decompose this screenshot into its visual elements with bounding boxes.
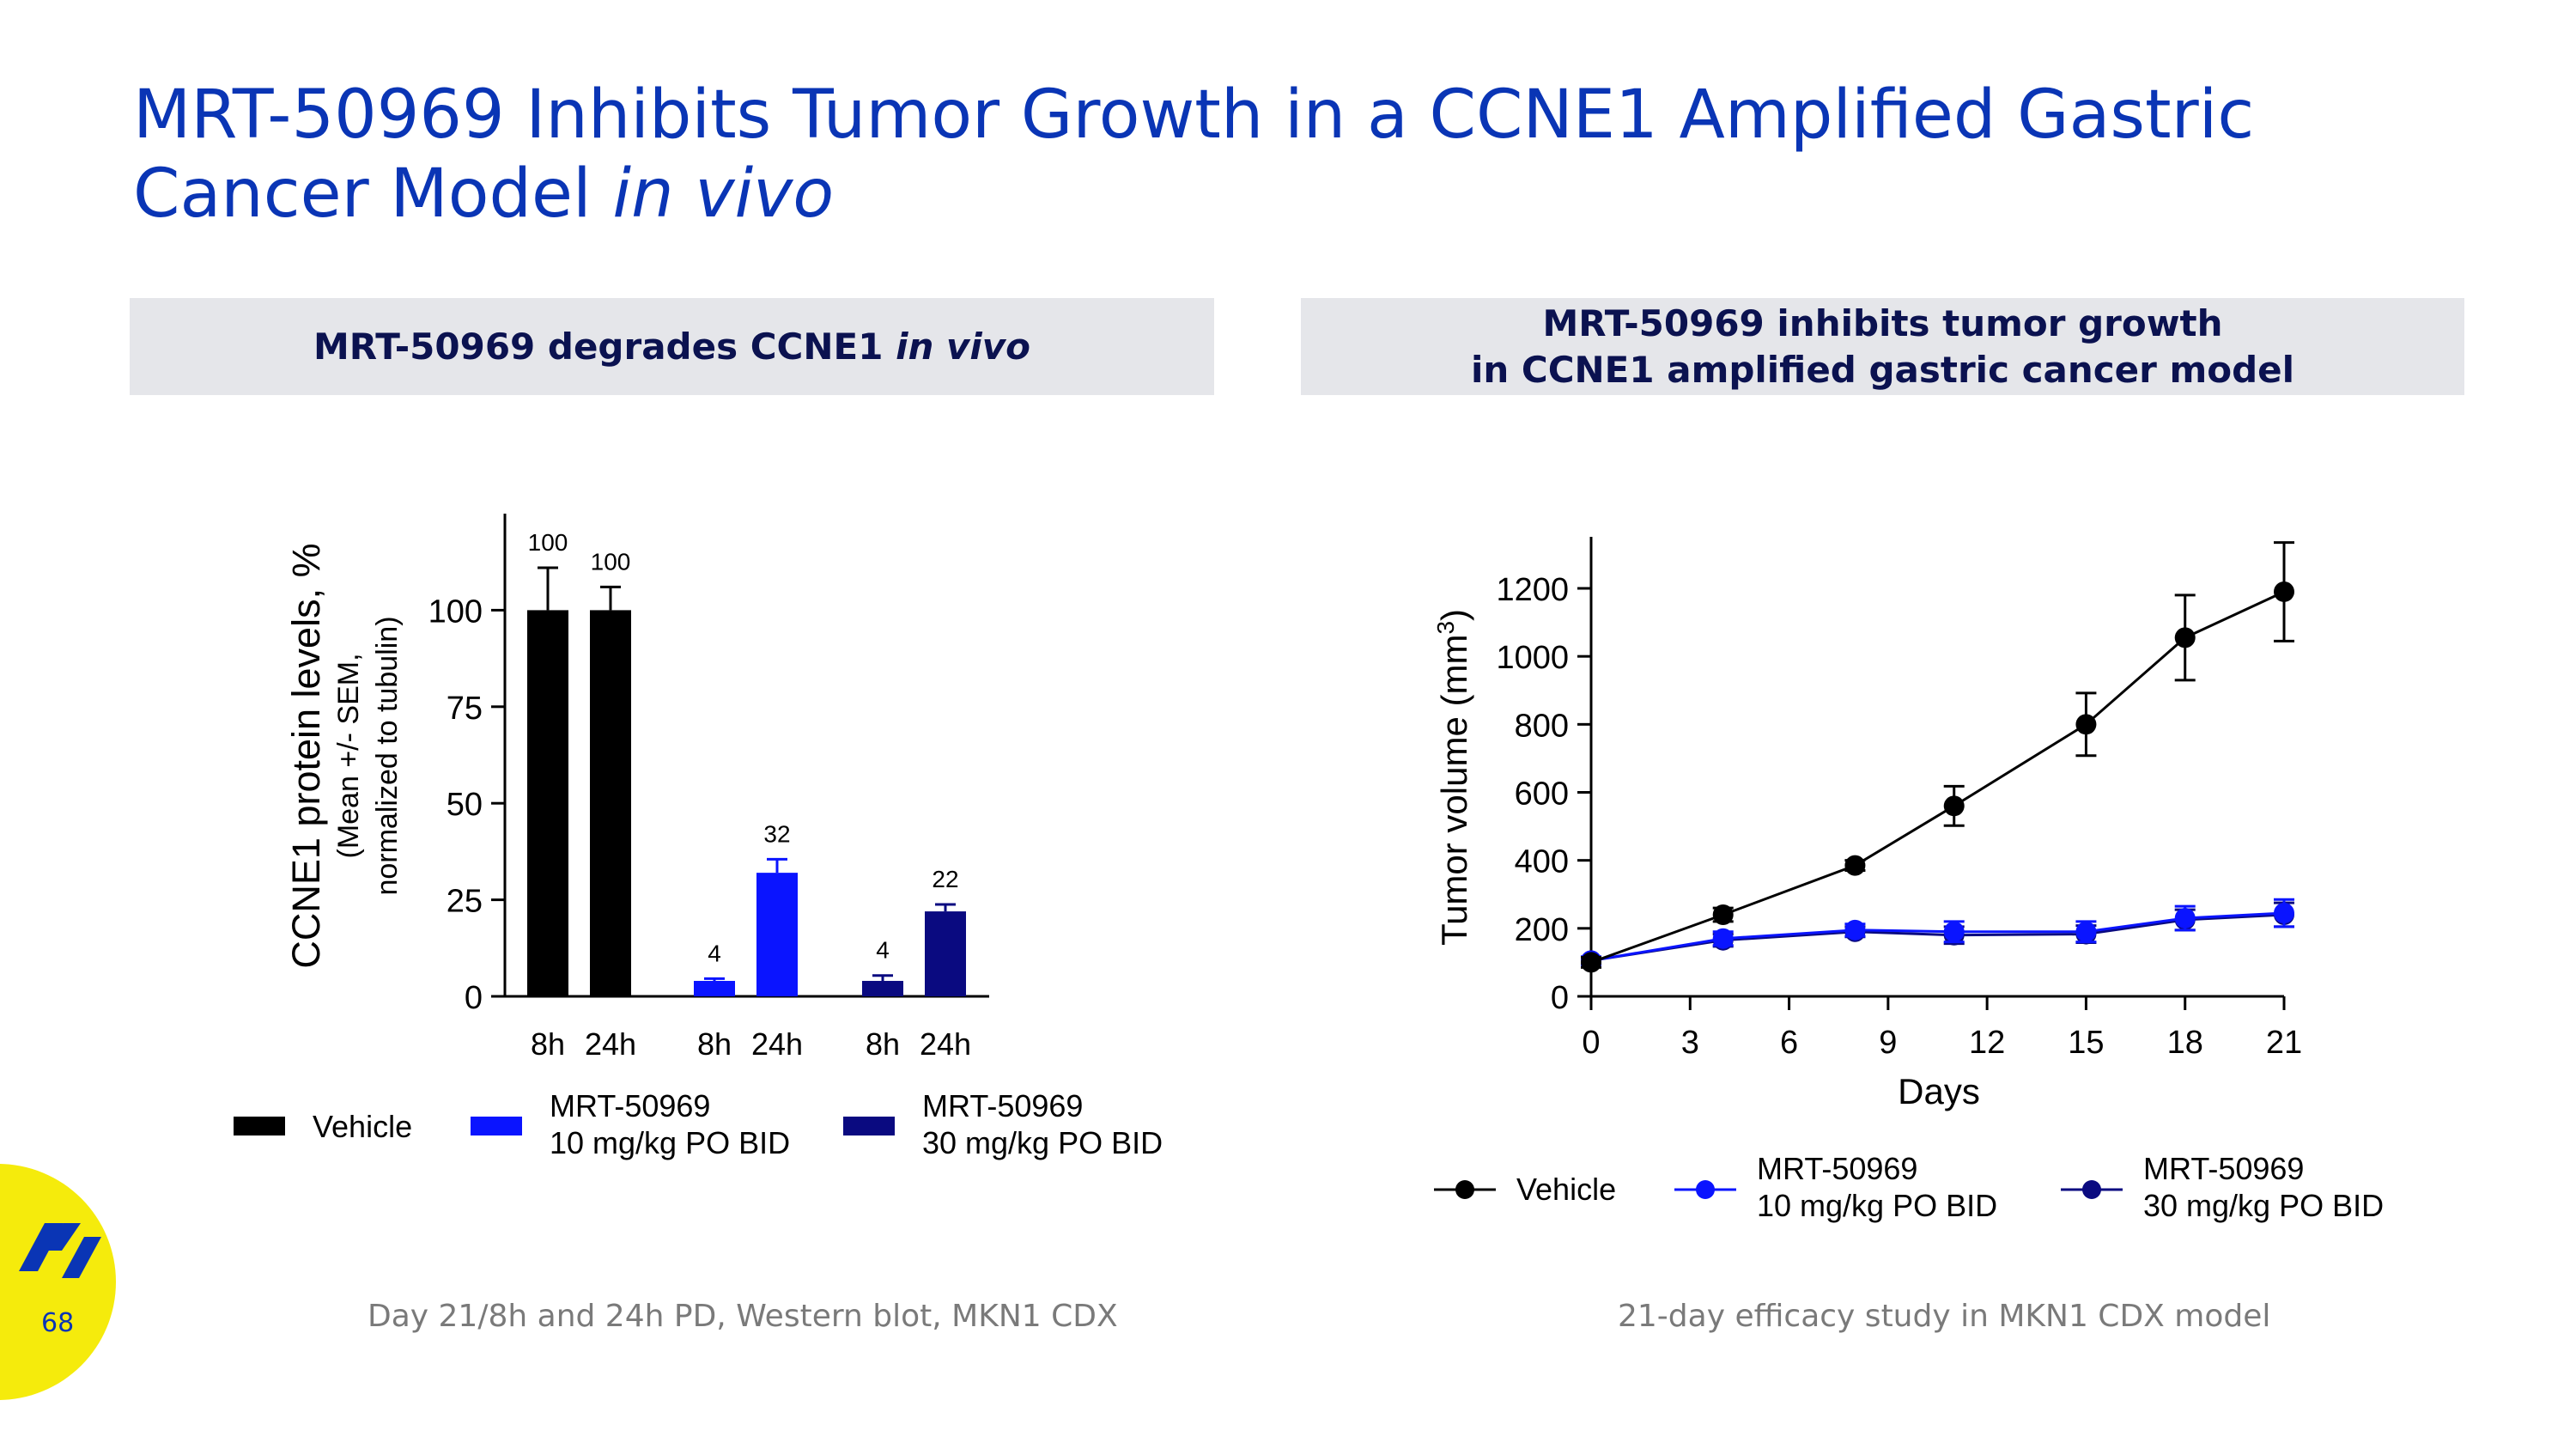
- bar-x-tick-label: 24h: [920, 1026, 971, 1062]
- line-x-tick-label: 0: [1582, 1025, 1600, 1061]
- line-point: [2075, 921, 2097, 942]
- bar-legend-swatch: [234, 1117, 285, 1135]
- bar-y-tick-label: 75: [447, 691, 483, 727]
- line-y-axis-label-sup: 3: [1432, 621, 1459, 635]
- left-header-main: MRT-50969 degrades CCNE1: [313, 325, 896, 368]
- right-header-line2: in CCNE1 amplified gastric cancer model: [1470, 348, 2295, 391]
- bar-legend-label: Vehicle: [313, 1109, 412, 1144]
- title-italic: in vivo: [612, 155, 835, 233]
- line-point: [1581, 952, 1601, 973]
- line-x-tick-label: 6: [1780, 1025, 1798, 1061]
- bar-y-tick-label: 25: [447, 884, 483, 920]
- bar-y-axis-sublabel-1: (Mean +/- SEM,: [332, 653, 365, 858]
- left-panel-header: MRT-50969 degrades CCNE1 in vivo: [130, 298, 1214, 395]
- bar-y-tick-label: 50: [447, 787, 483, 823]
- line-x-tick-label: 18: [2167, 1025, 2203, 1061]
- line-point: [2075, 714, 2097, 735]
- line-legend-label: MRT-50969: [2143, 1151, 2304, 1186]
- bar-legend-swatch: [843, 1117, 895, 1135]
- bar-y-axis-label: CCNE1 protein levels, %: [284, 543, 328, 968]
- bar-data-label: 100: [528, 529, 568, 556]
- bar: [527, 610, 568, 996]
- bar-x-tick-label: 8h: [531, 1026, 565, 1062]
- line-point: [1712, 928, 1734, 949]
- line-point: [1844, 855, 1866, 876]
- bar-legend-label: MRT-50969: [550, 1088, 710, 1123]
- bar-chart-marks: 100 100 4 32 4 22: [527, 529, 966, 996]
- bar-legend-label: 30 mg/kg PO BID: [922, 1125, 1163, 1160]
- right-panel-header: MRT-50969 inhibits tumor growth in CCNE1…: [1301, 298, 2464, 395]
- left-footnote: Day 21/8h and 24h PD, Western blot, MKN1…: [368, 1299, 1118, 1334]
- bar-legend-swatch: [471, 1117, 522, 1135]
- line-y-axis-label-main: Tumor volume (mm: [1434, 635, 1474, 946]
- bar: [925, 911, 966, 996]
- bar-x-tick-label: 8h: [697, 1026, 732, 1062]
- bar-y-axis-sublabel-2: normalized to tubulin): [371, 616, 404, 895]
- line-point: [2274, 581, 2294, 602]
- bar-x-tick-label: 24h: [751, 1026, 803, 1062]
- line-point: [1943, 921, 1965, 942]
- line-point: [2174, 907, 2196, 928]
- line-legend-label: 10 mg/kg PO BID: [1757, 1188, 1997, 1223]
- line-point: [1712, 904, 1734, 925]
- line-y-tick-label: 400: [1515, 844, 1569, 880]
- line-chart-axes: 0 200 400 600 800 1000 1200 0 3 6 9 12 15 18 21: [1496, 537, 2302, 1061]
- line-legend-label: 30 mg/kg PO BID: [2143, 1188, 2384, 1223]
- bar-data-label: 22: [932, 866, 958, 892]
- line-y-axis-label-end: ): [1434, 609, 1474, 621]
- bar: [862, 981, 903, 996]
- line-point: [2174, 627, 2196, 648]
- line-legend-label: MRT-50969: [1757, 1151, 1917, 1186]
- bar-y-tick-label: 100: [428, 594, 483, 630]
- bar: [590, 610, 631, 996]
- line-point: [1844, 919, 1866, 941]
- title-main: MRT-50969 Inhibits Tumor Growth in a CCN…: [133, 76, 2255, 233]
- line-y-tick-label: 1000: [1496, 640, 1569, 676]
- line-y-axis-label: Tumor volume (mm3): [1432, 609, 1475, 946]
- line-legend-label: Vehicle: [1516, 1172, 1616, 1207]
- line-y-tick-label: 600: [1515, 776, 1569, 813]
- line-y-tick-label: 200: [1515, 912, 1569, 948]
- bar-data-label: 4: [876, 937, 890, 964]
- line-y-tick-label: 1200: [1496, 572, 1569, 608]
- bar-x-tick-label: 8h: [866, 1026, 900, 1062]
- bar-data-label: 32: [763, 820, 790, 847]
- right-header-line1: MRT-50969 inhibits tumor growth: [1542, 301, 2223, 344]
- bar: [756, 873, 798, 996]
- line-legend-marker: [1696, 1180, 1715, 1199]
- line-chart-marks: [1581, 541, 2294, 973]
- line-legend-marker: [2082, 1180, 2101, 1199]
- bar-legend-label: MRT-50969: [922, 1088, 1083, 1123]
- bar: [694, 981, 735, 996]
- bar-data-label: 100: [591, 548, 631, 575]
- bar-x-tick-label: 24h: [585, 1026, 636, 1062]
- company-logo-icon: [19, 1223, 101, 1278]
- bar-legend-label: 10 mg/kg PO BID: [550, 1125, 790, 1160]
- bar-y-tick-label: 0: [465, 980, 483, 1016]
- line-point: [2274, 903, 2294, 924]
- right-footnote: 21-day efficacy study in MKN1 CDX model: [1618, 1299, 2271, 1334]
- line-x-tick-label: 15: [2068, 1025, 2104, 1061]
- line-x-tick-label: 21: [2266, 1025, 2302, 1061]
- line-y-tick-label: 0: [1551, 980, 1569, 1016]
- left-header-italic: in vivo: [896, 325, 1030, 368]
- bar-data-label: 4: [708, 940, 721, 966]
- line-y-tick-label: 800: [1515, 708, 1569, 744]
- line-x-axis-label: Days: [1898, 1071, 1980, 1111]
- line-legend-marker: [1455, 1180, 1474, 1199]
- line-x-tick-label: 12: [1969, 1025, 2005, 1061]
- line-x-tick-label: 3: [1681, 1025, 1699, 1061]
- slide-title: MRT-50969 Inhibits Tumor Growth in a CCN…: [133, 76, 2503, 234]
- line-point: [1943, 795, 1965, 817]
- page-number: 68: [41, 1308, 75, 1338]
- bar-chart-axes: 0 25 50 75 100 8h 24h 8h 24h 8h 24h: [428, 514, 989, 1062]
- line-x-tick-label: 9: [1879, 1025, 1897, 1061]
